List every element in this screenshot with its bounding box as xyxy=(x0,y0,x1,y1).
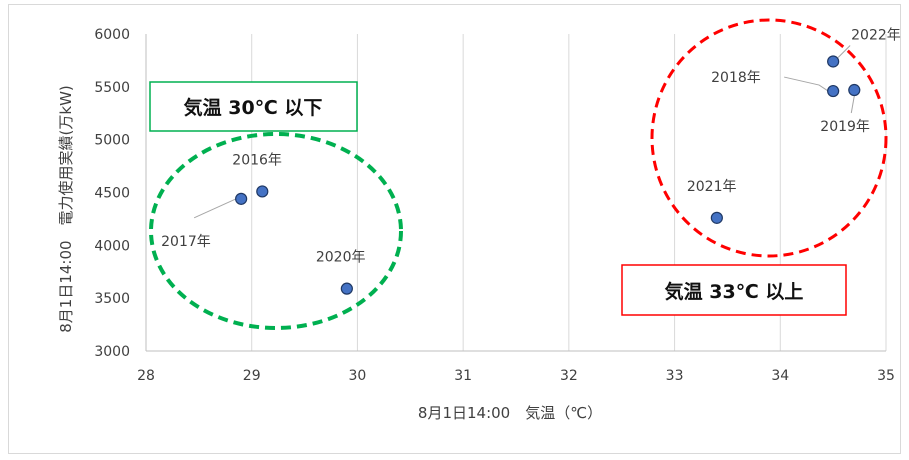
leader-line xyxy=(850,95,855,114)
data-label: 2022年 xyxy=(851,27,901,43)
high-temp-annotation: 気温 33℃ 以上 xyxy=(665,280,804,303)
x-tick-label: 29 xyxy=(243,368,261,384)
leader-lines xyxy=(193,45,855,219)
x-tick-label: 32 xyxy=(560,368,578,384)
data-point xyxy=(340,282,353,295)
x-tick-label: 30 xyxy=(349,368,367,384)
data-label: 2018年 xyxy=(711,70,761,86)
low-temp-ellipse xyxy=(149,132,403,330)
y-tick-label: 6000 xyxy=(94,27,130,43)
x-tick-label: 33 xyxy=(666,368,684,384)
low-temp-box xyxy=(149,81,358,132)
leader-line xyxy=(837,45,851,58)
y-tick-labels: 3000 3500 4000 4500 5000 5500 6000 xyxy=(94,27,130,360)
data-point xyxy=(848,83,861,97)
data-label: 2021年 xyxy=(687,179,737,195)
data-point xyxy=(827,84,840,98)
y-tick-label: 4500 xyxy=(94,186,130,202)
x-axis-title: 8月1日14:00 気温（℃） xyxy=(418,404,602,422)
data-label: 2020年 xyxy=(316,250,366,266)
y-tick-label: 3500 xyxy=(94,291,130,307)
data-point xyxy=(710,211,723,224)
chart-frame xyxy=(8,4,901,454)
high-temp-ellipse xyxy=(650,18,888,258)
high-temp-box xyxy=(621,264,847,316)
data-points xyxy=(235,55,861,295)
y-tick-label: 4000 xyxy=(94,238,130,254)
low-temp-annotation: 気温 30℃ 以下 xyxy=(184,96,323,119)
x-tick-label: 28 xyxy=(137,368,155,384)
data-point xyxy=(827,55,840,68)
data-label: 2019年 xyxy=(820,119,870,135)
y-axis-title: 8月1日14:00 電力使用実績(万kW) xyxy=(57,85,75,333)
data-point xyxy=(256,185,269,198)
data-label: 2017年 xyxy=(161,234,211,250)
data-label: 2016年 xyxy=(232,152,282,168)
x-tick-labels: 28 29 30 31 32 33 34 35 xyxy=(137,368,895,384)
x-tick-label: 35 xyxy=(877,368,895,384)
leader-line xyxy=(784,76,829,92)
leader-line xyxy=(193,198,237,219)
y-tick-label: 5000 xyxy=(94,133,130,149)
axes xyxy=(145,34,886,352)
point-labels: 2016年 2017年 2018年 2019年 2020年 2021年 2022年 xyxy=(161,27,901,265)
x-tick-label: 31 xyxy=(454,368,472,384)
x-tick-label: 34 xyxy=(771,368,789,384)
data-point xyxy=(235,192,248,205)
y-tick-label: 5500 xyxy=(94,80,130,96)
y-tick-label: 3000 xyxy=(94,344,130,360)
